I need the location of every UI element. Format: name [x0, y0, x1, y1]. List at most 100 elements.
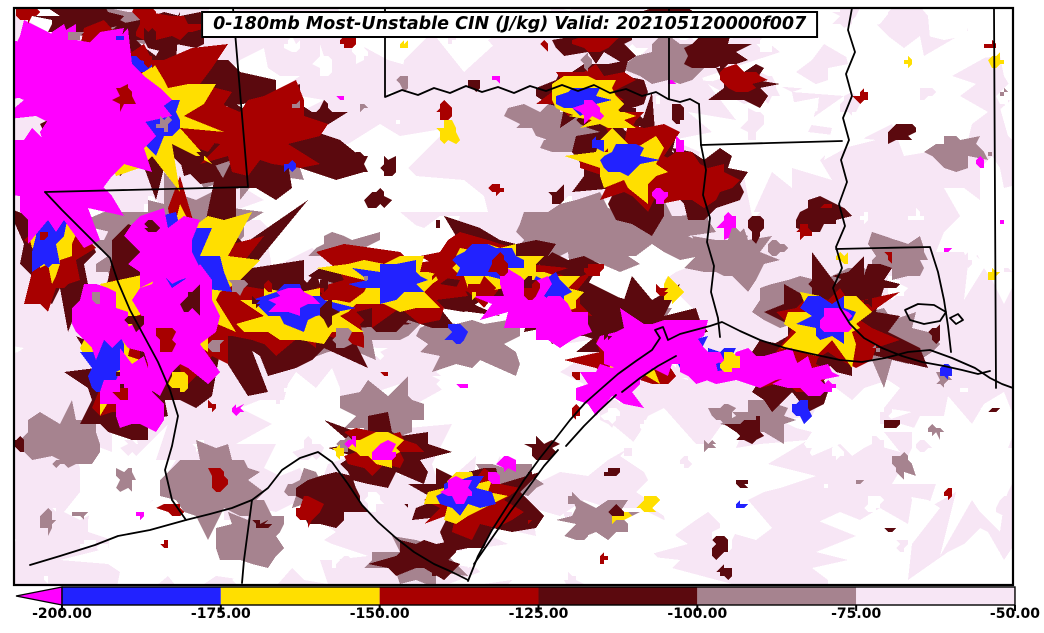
contour-speckle: [400, 40, 408, 48]
contour-speckle: [332, 444, 344, 460]
contour-region: [724, 420, 764, 444]
contour-speckle: [960, 388, 972, 392]
contour-speckle: [572, 372, 580, 380]
contour-speckle: [980, 408, 988, 412]
contour-speckle: [360, 104, 368, 112]
map-frame: [12, 6, 1015, 587]
contour-speckle: [364, 492, 384, 512]
gulf-coastline: [467, 321, 1014, 582]
contour-speckle: [864, 496, 884, 512]
contour-speckle: [824, 484, 828, 488]
colorbar-under-arrow: [15, 586, 63, 606]
contour-region: [652, 188, 668, 204]
contour-speckle: [444, 324, 468, 344]
contour-speckle: [708, 404, 736, 424]
contour-speckle: [1004, 268, 1012, 272]
contour-speckle: [944, 488, 952, 500]
contour-speckle: [156, 328, 176, 352]
contour-speckle: [488, 328, 500, 340]
contour-speckle: [740, 108, 764, 140]
contour-speckle: [524, 276, 536, 288]
contour-region: [268, 288, 320, 316]
contour-speckle: [856, 480, 864, 484]
contour-speckle: [796, 448, 812, 460]
contour-region: [796, 196, 852, 232]
contour-speckle: [468, 80, 480, 92]
contour-region: [72, 284, 132, 360]
contour-region: [576, 360, 644, 416]
louisiana-mississippi-31n: [835, 246, 952, 353]
contour-speckle: [264, 280, 272, 292]
colorbar-tick-label: -100.00: [667, 606, 728, 622]
colorbar-segment: [379, 587, 539, 605]
mexico-state-line-south: [241, 499, 253, 584]
contour-speckle: [284, 376, 288, 380]
contour-region: [936, 156, 1012, 304]
mexico-state-line-west: [29, 519, 187, 566]
barrier-island-3: [621, 355, 677, 393]
contour-speckle: [68, 32, 84, 40]
contour-region: [452, 244, 524, 280]
contour-region: [620, 408, 816, 540]
contour-speckle: [816, 380, 836, 392]
contour-speckle: [668, 80, 676, 88]
contour-speckle: [228, 536, 248, 552]
contour-speckle: [832, 9, 860, 28]
contour-speckle: [292, 436, 324, 460]
contour-speckle: [488, 184, 504, 196]
contour-speckle: [36, 232, 48, 240]
contour-speckle: [884, 420, 900, 428]
contour-speckle: [664, 276, 684, 304]
contour-region: [124, 208, 200, 288]
contour-region: [568, 96, 636, 128]
contour-region: [136, 12, 220, 40]
contour-speckle: [996, 496, 1012, 524]
contour-speckle: [96, 544, 108, 560]
contour-speckle: [916, 56, 932, 72]
contour-speckle: [352, 40, 368, 64]
contour-speckle: [988, 268, 1000, 280]
contour-speckle: [136, 512, 144, 520]
contour-speckle: [756, 148, 764, 160]
contour-speckle: [680, 456, 692, 468]
contour-speckle: [976, 156, 984, 168]
contour-speckle: [284, 388, 292, 392]
contour-speckle: [580, 52, 592, 72]
contour-region: [684, 28, 752, 68]
mississippi-river: [832, 7, 991, 375]
contour-speckle: [284, 36, 300, 52]
contour-region: [888, 124, 916, 144]
contour-speckle: [132, 9, 156, 24]
contour-speckle: [968, 248, 980, 268]
contour-speckle: [340, 36, 356, 48]
texas-arkansas-border: [698, 103, 702, 146]
contour-region: [620, 32, 720, 84]
contour-speckle: [600, 552, 608, 564]
contour-speckle: [820, 204, 832, 208]
contour-speckle: [320, 280, 328, 292]
contour-speckle: [312, 44, 332, 76]
contour-region: [15, 120, 124, 248]
contour-speckle: [296, 496, 324, 528]
contour-region: [100, 348, 168, 432]
contour-speckle: [116, 468, 136, 492]
colorbar-body: [15, 586, 1016, 611]
colorbar-tick-label: -150.00: [349, 606, 410, 622]
contour-speckle: [988, 408, 1000, 412]
contour-speckle: [792, 400, 812, 424]
contour-speckle: [612, 564, 620, 572]
contour-speckle: [704, 440, 716, 452]
contour-speckle: [488, 76, 500, 84]
contour-speckle: [456, 384, 468, 388]
contour-speckle: [676, 136, 684, 152]
contour-speckle: [20, 384, 28, 392]
contour-speckle: [796, 224, 812, 240]
contour-speckle: [808, 280, 828, 292]
contour-speckle: [52, 460, 64, 468]
barrier-island-1: [473, 449, 559, 565]
contour-region: [600, 144, 660, 176]
contour-speckle: [884, 252, 892, 264]
colorbar-tick-label: -200.00: [32, 606, 92, 622]
colorbar-tick-label: -50.00: [989, 606, 1041, 622]
